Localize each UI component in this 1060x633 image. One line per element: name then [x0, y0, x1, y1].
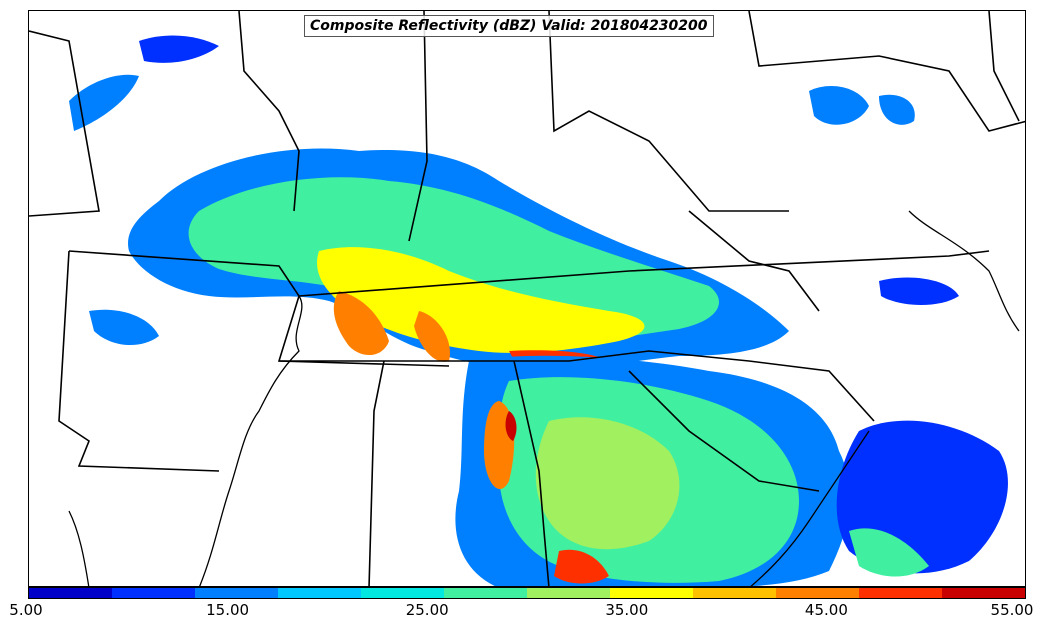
precip-cell-md — [879, 94, 915, 125]
boundary-tennessee-south — [279, 350, 875, 422]
colorbar-segment — [195, 588, 278, 598]
boundary-illinois-indiana — [408, 11, 428, 242]
precip-cell-ar — [333, 291, 389, 356]
precip-area-intense — [317, 247, 645, 353]
reflectivity-map — [29, 11, 1025, 586]
precip-cell-va — [809, 86, 869, 125]
colorbar-segment — [444, 588, 527, 598]
colorbar-segment — [361, 588, 444, 598]
precip-cell-ks — [69, 74, 139, 131]
colorbar-tick-label: 35.00 — [605, 601, 649, 619]
map-panel — [28, 10, 1026, 587]
boundary-virginia-wv — [688, 210, 820, 312]
precip-cell-al-core — [505, 411, 517, 441]
coastline-and-rivers — [68, 210, 1020, 586]
precip-cell-nc — [879, 277, 959, 306]
colorbar-segment — [29, 588, 112, 598]
precip-cell-mo-nw — [139, 35, 219, 63]
boundary-oklahoma-texas — [58, 250, 220, 472]
boundary-kansas — [29, 30, 100, 217]
boundary-new-jersey — [988, 11, 1020, 122]
atlantic-coast-south — [750, 430, 870, 586]
boundary-alabama-georgia — [513, 360, 550, 586]
colorbar-segment — [112, 588, 195, 598]
colorbar-tick-label: 55.00 — [990, 601, 1034, 619]
precip-cell-ok — [89, 309, 159, 346]
colorbar-segment — [942, 588, 1025, 598]
boundary-pennsylvania — [748, 11, 1025, 132]
colorbar-tick-label: 15.00 — [206, 601, 250, 619]
colorbar-segment — [527, 588, 610, 598]
reflectivity-colorbar — [28, 587, 1026, 599]
boundary-mississippi-alabama — [368, 360, 385, 586]
colorbar-tick-label: 25.00 — [405, 601, 449, 619]
colorbar-segment — [278, 588, 361, 598]
reflectivity-field — [69, 35, 1008, 586]
texas-river — [68, 510, 90, 586]
colorbar-segment — [610, 588, 693, 598]
atlantic-coast-north — [908, 210, 1020, 332]
colorbar-tick-label: 5.00 — [9, 601, 43, 619]
precip-cell-ga-south — [554, 549, 609, 584]
map-title: Composite Reflectivity (dBZ) Valid: 2018… — [304, 15, 714, 37]
colorbar-tick-label: 45.00 — [804, 601, 848, 619]
precip-cell-ms-north — [414, 311, 450, 362]
colorbar-segment — [776, 588, 859, 598]
precip-area-carolina-core — [849, 528, 929, 577]
colorbar-segment — [859, 588, 942, 598]
colorbar-segment — [693, 588, 776, 598]
boundary-missouri-illinois — [238, 11, 300, 212]
precip-area-georgia-core — [535, 417, 680, 550]
mississippi-river — [199, 295, 303, 586]
boundary-georgia-sc — [628, 370, 820, 492]
boundary-ohio-kentucky — [548, 11, 789, 212]
precip-area-core — [188, 177, 719, 343]
